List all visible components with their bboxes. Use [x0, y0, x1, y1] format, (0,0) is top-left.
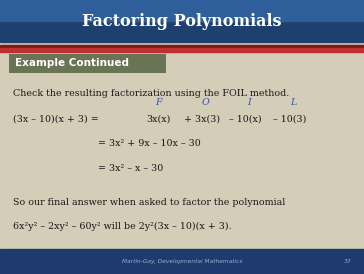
- Text: – 10(3): – 10(3): [273, 115, 306, 124]
- Text: = 3x² + 9x – 10x – 30: = 3x² + 9x – 10x – 30: [98, 139, 201, 148]
- Bar: [0, 249, 364, 274]
- Bar: [0, 45, 364, 48]
- Text: I: I: [248, 98, 251, 107]
- Text: (3x – 10)(x + 3) =: (3x – 10)(x + 3) =: [13, 115, 99, 124]
- Text: Example Continued: Example Continued: [15, 58, 129, 68]
- Bar: [0, 48, 364, 52]
- Text: 3x(x): 3x(x): [146, 115, 170, 124]
- Text: F: F: [155, 98, 162, 107]
- Text: = 3x² – x – 30: = 3x² – x – 30: [98, 164, 163, 173]
- Text: 37: 37: [343, 259, 351, 264]
- Bar: [9, 54, 166, 73]
- Text: L: L: [290, 98, 296, 107]
- Text: – 10(x): – 10(x): [229, 115, 262, 124]
- Text: Martin-Gay, Developmental Mathematics: Martin-Gay, Developmental Mathematics: [122, 259, 242, 264]
- Text: 6x²y² – 2xy² – 60y² will be 2y²(3x – 10)(x + 3).: 6x²y² – 2xy² – 60y² will be 2y²(3x – 10)…: [13, 221, 232, 231]
- Text: Check the resulting factorization using the FOIL method.: Check the resulting factorization using …: [13, 89, 289, 98]
- Text: O: O: [202, 98, 210, 107]
- Text: Factoring Polynomials: Factoring Polynomials: [82, 13, 282, 30]
- Bar: [0, 0, 364, 42]
- Bar: [0, 0, 364, 21]
- Text: So our final answer when asked to factor the polynomial: So our final answer when asked to factor…: [13, 198, 285, 207]
- Text: + 3x(3): + 3x(3): [184, 115, 220, 124]
